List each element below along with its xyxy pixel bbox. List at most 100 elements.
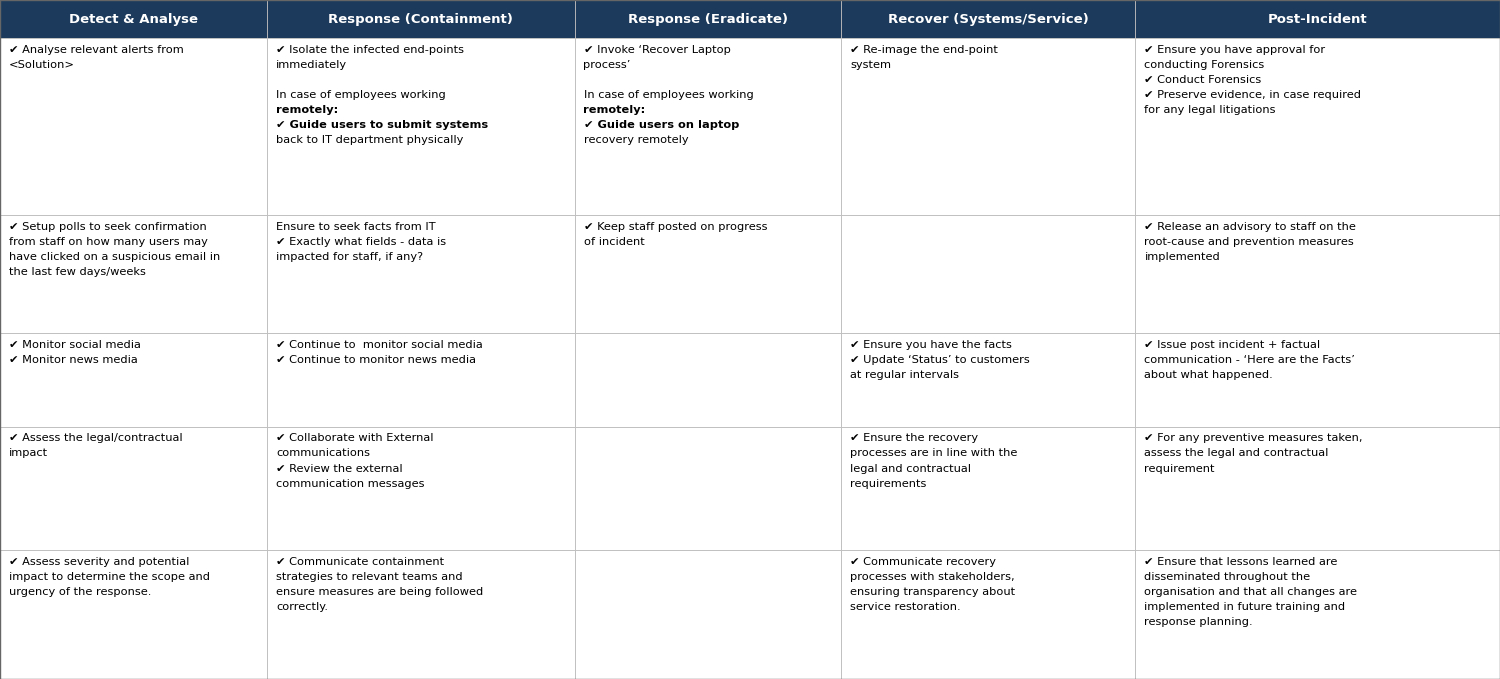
Text: ✔ Assess severity and potential: ✔ Assess severity and potential	[9, 557, 189, 567]
FancyBboxPatch shape	[1136, 215, 1500, 333]
Text: system: system	[850, 60, 891, 70]
Text: organisation and that all changes are: organisation and that all changes are	[1144, 587, 1358, 597]
Text: requirement: requirement	[1144, 464, 1215, 473]
Text: Detect & Analyse: Detect & Analyse	[69, 13, 198, 26]
FancyBboxPatch shape	[0, 0, 267, 38]
Text: ✔ Issue post incident + factual: ✔ Issue post incident + factual	[1144, 340, 1320, 350]
FancyBboxPatch shape	[574, 550, 842, 679]
FancyBboxPatch shape	[0, 215, 267, 333]
FancyBboxPatch shape	[842, 426, 1136, 550]
Text: communication messages: communication messages	[276, 479, 424, 489]
Text: ✔ Re-image the end-point: ✔ Re-image the end-point	[850, 45, 999, 55]
Text: disseminated throughout the: disseminated throughout the	[1144, 572, 1311, 582]
Text: ✔ Monitor social media: ✔ Monitor social media	[9, 340, 141, 350]
Text: ✔ Keep staff posted on progress: ✔ Keep staff posted on progress	[584, 222, 766, 232]
Text: ✔ Preserve evidence, in case required: ✔ Preserve evidence, in case required	[1144, 90, 1362, 100]
FancyBboxPatch shape	[574, 0, 842, 38]
Text: ✔ Invoke ‘Recover Laptop: ✔ Invoke ‘Recover Laptop	[584, 45, 730, 55]
Text: service restoration.: service restoration.	[850, 602, 962, 612]
Text: Response (Eradicate): Response (Eradicate)	[628, 13, 788, 26]
Text: ✔ Conduct Forensics: ✔ Conduct Forensics	[1144, 75, 1262, 85]
Text: processes are in line with the: processes are in line with the	[850, 449, 1018, 458]
FancyBboxPatch shape	[574, 215, 842, 333]
Text: ✔ Continue to  monitor social media: ✔ Continue to monitor social media	[276, 340, 483, 350]
Text: ✔ Exactly what fields - data is: ✔ Exactly what fields - data is	[276, 237, 446, 246]
Text: remotely:: remotely:	[584, 105, 645, 115]
Text: ✔ Guide users to submit systems: ✔ Guide users to submit systems	[276, 120, 488, 130]
Text: from staff on how many users may: from staff on how many users may	[9, 237, 208, 246]
Text: ✔ Review the external: ✔ Review the external	[276, 464, 402, 473]
Text: ✔ Ensure that lessons learned are: ✔ Ensure that lessons learned are	[1144, 557, 1338, 567]
Text: requirements: requirements	[850, 479, 927, 489]
FancyBboxPatch shape	[842, 550, 1136, 679]
FancyBboxPatch shape	[1136, 0, 1500, 38]
Text: Post-Incident: Post-Incident	[1268, 13, 1368, 26]
FancyBboxPatch shape	[1136, 38, 1500, 215]
Text: implemented: implemented	[1144, 252, 1220, 262]
FancyBboxPatch shape	[0, 333, 267, 426]
Text: back to IT department physically: back to IT department physically	[276, 135, 464, 145]
Text: ✔ Assess the legal/contractual: ✔ Assess the legal/contractual	[9, 433, 183, 443]
Text: response planning.: response planning.	[1144, 617, 1252, 627]
Text: recovery remotely: recovery remotely	[584, 135, 688, 145]
Text: legal and contractual: legal and contractual	[850, 464, 972, 473]
Text: root-cause and prevention measures: root-cause and prevention measures	[1144, 237, 1354, 246]
Text: conducting Forensics: conducting Forensics	[1144, 60, 1264, 70]
Text: assess the legal and contractual: assess the legal and contractual	[1144, 449, 1329, 458]
Text: processes with stakeholders,: processes with stakeholders,	[850, 572, 1016, 582]
Text: ✔ Setup polls to seek confirmation: ✔ Setup polls to seek confirmation	[9, 222, 207, 232]
Text: ✔ Communicate containment: ✔ Communicate containment	[276, 557, 444, 567]
Text: ✔ Update ‘Status’ to customers: ✔ Update ‘Status’ to customers	[850, 354, 1030, 365]
Text: ✔ Monitor news media: ✔ Monitor news media	[9, 354, 138, 365]
Text: ✔ For any preventive measures taken,: ✔ For any preventive measures taken,	[1144, 433, 1364, 443]
Text: communication - ‘Here are the Facts’: communication - ‘Here are the Facts’	[1144, 354, 1356, 365]
Text: <Solution>: <Solution>	[9, 60, 75, 70]
Text: urgency of the response.: urgency of the response.	[9, 587, 152, 597]
FancyBboxPatch shape	[267, 215, 574, 333]
FancyBboxPatch shape	[574, 38, 842, 215]
FancyBboxPatch shape	[0, 550, 267, 679]
Text: ✔ Ensure you have the facts: ✔ Ensure you have the facts	[850, 340, 1012, 350]
FancyBboxPatch shape	[267, 0, 574, 38]
Text: ✔ Release an advisory to staff on the: ✔ Release an advisory to staff on the	[1144, 222, 1356, 232]
Text: impact to determine the scope and: impact to determine the scope and	[9, 572, 210, 582]
Text: impacted for staff, if any?: impacted for staff, if any?	[276, 252, 423, 262]
FancyBboxPatch shape	[574, 426, 842, 550]
FancyBboxPatch shape	[267, 38, 574, 215]
Text: about what happened.: about what happened.	[1144, 369, 1274, 380]
Text: ensure measures are being followed: ensure measures are being followed	[276, 587, 483, 597]
Text: communications: communications	[276, 449, 370, 458]
Text: Response (Containment): Response (Containment)	[328, 13, 513, 26]
Text: Recover (Systems/Service): Recover (Systems/Service)	[888, 13, 1089, 26]
FancyBboxPatch shape	[842, 333, 1136, 426]
Text: have clicked on a suspicious email in: have clicked on a suspicious email in	[9, 252, 220, 262]
Text: for any legal litigations: for any legal litigations	[1144, 105, 1276, 115]
Text: of incident: of incident	[584, 237, 645, 246]
Text: ✔ Isolate the infected end-points: ✔ Isolate the infected end-points	[276, 45, 464, 55]
FancyBboxPatch shape	[842, 0, 1136, 38]
Text: implemented in future training and: implemented in future training and	[1144, 602, 1346, 612]
FancyBboxPatch shape	[1136, 426, 1500, 550]
Text: the last few days/weeks: the last few days/weeks	[9, 267, 146, 277]
Text: ✔ Ensure the recovery: ✔ Ensure the recovery	[850, 433, 978, 443]
FancyBboxPatch shape	[574, 333, 842, 426]
Text: strategies to relevant teams and: strategies to relevant teams and	[276, 572, 462, 582]
FancyBboxPatch shape	[842, 215, 1136, 333]
Text: remotely:: remotely:	[276, 105, 339, 115]
FancyBboxPatch shape	[0, 426, 267, 550]
FancyBboxPatch shape	[267, 333, 574, 426]
Text: ✔ Collaborate with External: ✔ Collaborate with External	[276, 433, 434, 443]
Text: In case of employees working: In case of employees working	[276, 90, 446, 100]
Text: ✔ Analyse relevant alerts from: ✔ Analyse relevant alerts from	[9, 45, 183, 55]
FancyBboxPatch shape	[267, 426, 574, 550]
Text: at regular intervals: at regular intervals	[850, 369, 960, 380]
Text: impact: impact	[9, 449, 48, 458]
Text: ✔ Communicate recovery: ✔ Communicate recovery	[850, 557, 996, 567]
FancyBboxPatch shape	[0, 38, 267, 215]
Text: immediately: immediately	[276, 60, 346, 70]
FancyBboxPatch shape	[267, 550, 574, 679]
Text: Ensure to seek facts from IT: Ensure to seek facts from IT	[276, 222, 435, 232]
FancyBboxPatch shape	[1136, 333, 1500, 426]
FancyBboxPatch shape	[1136, 550, 1500, 679]
Text: correctly.: correctly.	[276, 602, 328, 612]
